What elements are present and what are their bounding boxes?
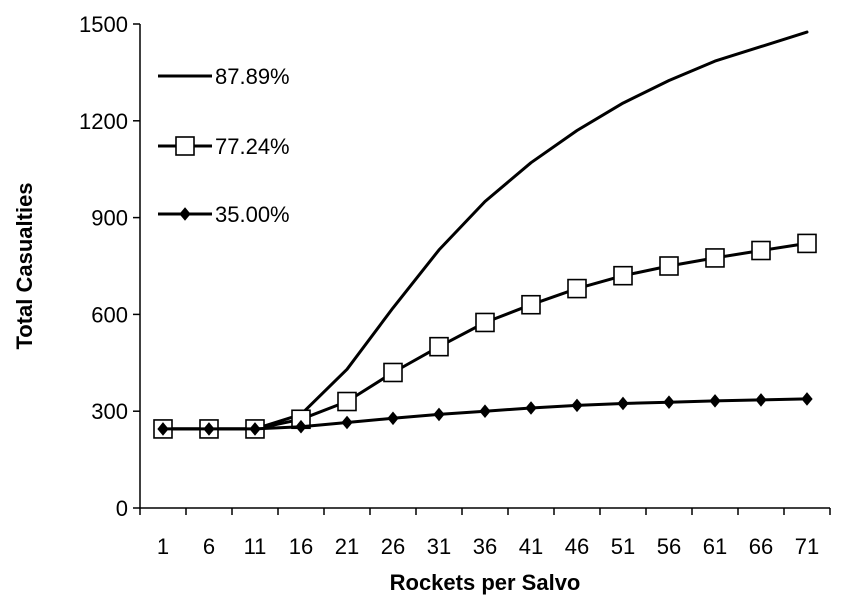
- legend: 87.89% 77.24% 35.00%: [158, 64, 290, 227]
- x-tick-label: 21: [335, 534, 359, 559]
- data-point: [659, 256, 679, 276]
- y-axis-ticks: 0 300 600 900 1200 1500: [79, 12, 140, 521]
- series-2: [153, 233, 817, 439]
- x-tick-label: 71: [795, 534, 819, 559]
- legend-item: 35.00%: [158, 202, 290, 227]
- x-axis-ticks: 1 6 11 16 21 26 31 36 41 46 51 56 61 66 71: [139, 508, 831, 559]
- x-tick-label: 46: [565, 534, 589, 559]
- data-point: [475, 312, 495, 333]
- x-tick-label: 16: [289, 534, 313, 559]
- data-point: [525, 401, 537, 415]
- data-point: [295, 419, 307, 434]
- data-point: [617, 396, 629, 411]
- y-tick-label: 900: [91, 206, 128, 231]
- data-point: [801, 392, 813, 406]
- x-axis-title: Rockets per Salvo: [390, 570, 581, 595]
- data-point: [203, 422, 215, 436]
- data-point: [387, 411, 399, 426]
- x-tick-label: 1: [157, 534, 169, 559]
- y-tick-label: 600: [91, 302, 128, 327]
- y-tick-label: 300: [91, 399, 128, 424]
- legend-label: 35.00%: [215, 202, 290, 227]
- y-tick-label: 1200: [79, 109, 128, 134]
- data-point: [383, 362, 403, 383]
- data-point: [479, 404, 491, 418]
- legend-label: 87.89%: [215, 64, 290, 89]
- x-tick-label: 31: [427, 534, 451, 559]
- data-point: [797, 233, 817, 254]
- series-1: [161, 30, 809, 431]
- data-point: [337, 391, 357, 412]
- x-tick-label: 51: [611, 534, 635, 559]
- data-point: [249, 422, 261, 436]
- x-tick-label: 66: [749, 534, 773, 559]
- chart-axes: [139, 24, 830, 509]
- series-layer: [153, 30, 817, 439]
- legend-marker: [179, 207, 191, 221]
- y-tick-label: 1500: [79, 12, 128, 37]
- y-tick-label: 0: [116, 496, 128, 521]
- data-point: [705, 248, 725, 268]
- x-tick-label: 56: [657, 534, 681, 559]
- x-tick-label: 36: [473, 534, 497, 559]
- x-tick-label: 41: [519, 534, 543, 559]
- data-point: [571, 398, 583, 413]
- data-point: [433, 407, 445, 422]
- legend-marker: [175, 136, 195, 156]
- series-3: [157, 392, 813, 436]
- data-point: [663, 395, 675, 409]
- x-tick-label: 11: [244, 534, 267, 559]
- legend-label: 77.24%: [215, 134, 290, 159]
- legend-item: 77.24%: [158, 134, 290, 159]
- data-point: [341, 415, 353, 430]
- legend-item: 87.89%: [158, 64, 290, 89]
- data-point: [751, 240, 771, 261]
- data-point: [521, 294, 541, 315]
- data-point: [429, 336, 449, 357]
- data-point: [709, 394, 721, 408]
- data-point: [613, 265, 633, 286]
- data-point: [157, 422, 169, 436]
- y-axis-title: Total Casualties: [12, 182, 37, 349]
- data-point: [755, 393, 767, 407]
- x-tick-label: 61: [703, 534, 727, 559]
- data-point: [567, 278, 587, 299]
- series-line: [161, 30, 809, 431]
- x-tick-label: 6: [203, 534, 215, 559]
- x-tick-label: 26: [381, 534, 405, 559]
